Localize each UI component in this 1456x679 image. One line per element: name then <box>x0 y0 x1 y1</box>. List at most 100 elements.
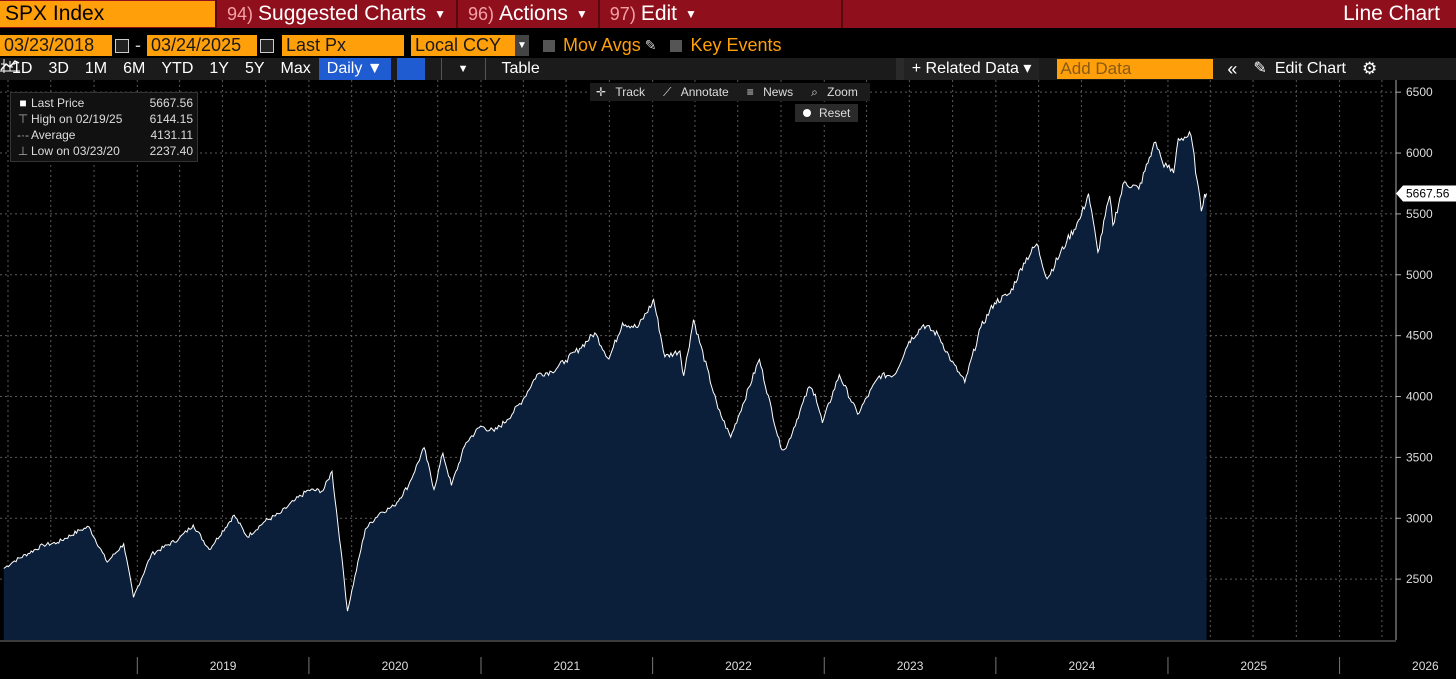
chevron-down-icon: ▼ <box>575 7 588 21</box>
legend-label: Last Price <box>31 96 85 110</box>
x-tick-label: 2020 <box>382 659 409 673</box>
zoom-tool[interactable]: ⌕ Zoom <box>805 85 870 100</box>
calendar-icon[interactable] <box>115 38 129 53</box>
period-6m[interactable]: 6M <box>123 60 146 77</box>
legend-value: 5667.56 <box>149 96 193 110</box>
x-tick-label: 2024 <box>1069 659 1096 673</box>
legend-label: Low on 03/23/20 <box>31 144 120 158</box>
y-tick-label: 6000 <box>1406 146 1433 160</box>
news-label: News <box>763 85 794 99</box>
field-selector[interactable]: Last Px <box>282 35 404 56</box>
x-tick-label: 2022 <box>725 659 752 673</box>
menu-label: Actions <box>499 2 568 25</box>
actions-menu[interactable]: 96) Actions ▼ <box>456 0 598 28</box>
mov-avgs-checkbox[interactable] <box>543 39 555 52</box>
legend-average-row: -·- Average 4131.11 <box>15 127 193 143</box>
menu-number: 97) <box>609 3 636 24</box>
reset-button[interactable]: Reset <box>795 104 858 122</box>
line-chart-icon[interactable] <box>0 58 425 80</box>
legend-value: 2237.40 <box>149 144 193 158</box>
y-tick-label: 5000 <box>1406 268 1433 282</box>
y-tick-label: 4000 <box>1406 390 1433 404</box>
calendar-icon[interactable] <box>260 38 274 53</box>
menu-number: 94) <box>227 3 254 24</box>
date-separator: - <box>135 35 141 55</box>
chart-legend[interactable]: ■ Last Price 5667.56 ⊤ High on 02/19/25 61… <box>10 92 198 162</box>
legend-label: Average <box>31 128 76 142</box>
add-data-input[interactable]: Add Data <box>1057 59 1214 79</box>
y-axis: 2500 3000 3500 4000 4500 5000 5500 6000 6500 <box>1395 80 1433 640</box>
x-tick-label: 2025 <box>1240 659 1267 673</box>
price-line <box>3 130 1207 612</box>
last-price-marker: 5667.56 <box>1396 185 1456 202</box>
toolbar: 1D 3D 1M 6M YTD 1Y 5Y Max Daily ▼ ▼ Tabl… <box>0 58 1456 80</box>
period-3d[interactable]: 3D <box>48 60 69 77</box>
parameter-row: 03/23/2018 - 03/24/2025 Last Px Local CC… <box>0 34 1456 57</box>
legend-label: High on 02/19/25 <box>31 112 123 126</box>
x-tick-label: 2023 <box>897 659 924 673</box>
collapse-icon[interactable]: « <box>1227 59 1238 79</box>
average-marker-icon: -·- <box>17 128 29 142</box>
period-max[interactable]: Max <box>280 60 311 77</box>
period-1m[interactable]: 1M <box>84 60 108 77</box>
table-button[interactable]: Table <box>484 58 556 80</box>
title-bar: SPX Index 94) Suggested Charts ▼ 96) Act… <box>0 0 1456 28</box>
period-1d[interactable]: 1D <box>12 60 33 77</box>
period-1y[interactable]: 1Y <box>209 60 229 77</box>
chart-type-title: Line Chart <box>841 0 1456 28</box>
low-marker-icon: ⊥ <box>17 144 29 158</box>
chevron-down-icon[interactable]: ▼ <box>515 35 529 56</box>
legend-last-row: ■ Last Price 5667.56 <box>15 95 193 111</box>
frequency-selector[interactable]: Daily ▼ <box>318 58 391 80</box>
y-tick-label: 5500 <box>1406 207 1433 221</box>
ticker-field[interactable]: SPX Index <box>0 1 215 27</box>
last-price-flag <box>1396 185 1456 202</box>
x-tick-label: 2019 <box>210 659 237 673</box>
period-ytd[interactable]: YTD <box>161 60 194 77</box>
x-axis: 2019 2020 2021 2022 2023 2024 2025 2026 <box>0 640 1456 679</box>
menu-label: Suggested Charts <box>258 2 427 25</box>
edit-chart-button[interactable]: Edit Chart <box>1274 60 1346 77</box>
suggested-charts-menu[interactable]: 94) Suggested Charts ▼ <box>215 0 456 28</box>
legend-low-row: ⊥ Low on 03/23/20 2237.40 <box>15 143 193 159</box>
pencil-icon[interactable]: ✎ <box>644 37 657 53</box>
last-price-label: 5667.56 <box>1406 187 1450 201</box>
y-tick-label: 3000 <box>1406 511 1433 525</box>
chevron-down-icon: ▼ <box>434 7 447 21</box>
track-tool[interactable]: ✛ Track <box>590 85 657 99</box>
chevron-down-icon: ▼ <box>685 7 697 21</box>
price-area-fill <box>3 131 1207 640</box>
period-5y[interactable]: 5Y <box>244 60 265 77</box>
edit-menu[interactable]: 97) Edit ▼ <box>597 0 707 28</box>
reset-icon <box>803 109 811 117</box>
square-icon: ■ <box>19 96 27 110</box>
y-tick-label: 3500 <box>1406 450 1433 464</box>
chart-area: 2500 3000 3500 4000 4500 5000 5500 6000 6500 201… <box>0 80 1456 679</box>
legend-value: 4131.11 <box>150 128 194 142</box>
currency-selector[interactable]: Local CCY <box>411 35 515 56</box>
reset-label: Reset <box>819 106 851 120</box>
zoom-label: Zoom <box>827 84 858 99</box>
high-marker-icon: ⊤ <box>17 112 29 126</box>
key-events-checkbox[interactable] <box>670 39 683 52</box>
key-events-label: Key Events <box>690 35 782 55</box>
legend-high-row: ⊤ High on 02/19/25 6144.15 <box>15 111 193 127</box>
toolbar-spacer <box>895 58 904 80</box>
news-tool[interactable]: ≡ News <box>741 85 805 99</box>
annotate-label: Annotate <box>680 84 729 99</box>
bar-chart-icon[interactable] <box>1 58 441 80</box>
price-chart[interactable]: 2500 3000 3500 4000 4500 5000 5500 6000 6500 201… <box>0 80 1456 679</box>
start-date-field[interactable]: 03/23/2018 <box>0 35 112 56</box>
chart-tools: ✛ Track ⟋ Annotate ≡ News ⌕ Zoom <box>590 83 870 101</box>
x-tick-label: 2021 <box>553 659 580 673</box>
gear-icon[interactable]: ⚙ <box>1361 59 1378 78</box>
annotate-tool[interactable]: ⟋ Annotate <box>657 85 741 100</box>
y-tick-label: 2500 <box>1406 572 1433 586</box>
chevron-down-icon[interactable]: ▼ <box>440 58 485 80</box>
x-axis-band <box>0 641 1456 679</box>
end-date-field[interactable]: 03/24/2025 <box>147 35 257 56</box>
pencil-icon[interactable]: ✎ <box>1253 60 1267 77</box>
x-tick-label: 2026 <box>1412 659 1439 673</box>
legend-value: 6144.15 <box>149 112 193 126</box>
related-data-button[interactable]: + Related Data ▾ <box>903 58 1040 80</box>
